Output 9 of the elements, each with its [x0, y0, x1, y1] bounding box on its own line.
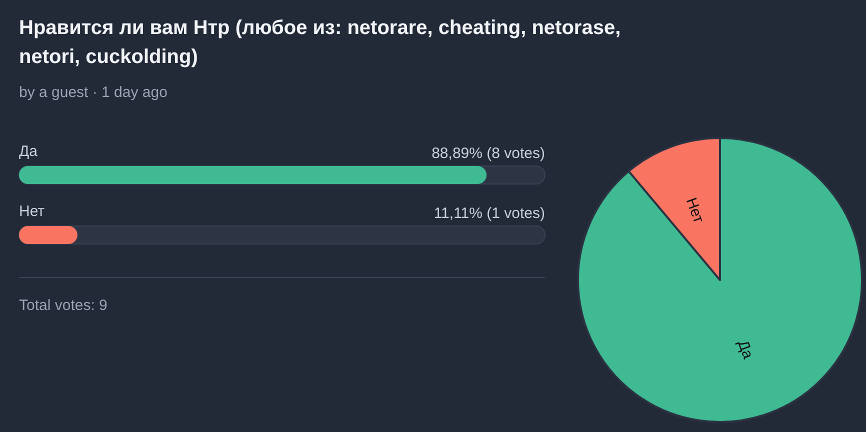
data-label: 88,89% (8 votes) [432, 145, 545, 162]
chart-subtitle: by a guest · 1 day ago [19, 84, 168, 101]
category-label: Нет [19, 203, 45, 220]
category-label: Да [19, 143, 38, 160]
slice-label: Нет [682, 196, 708, 226]
slice-label: Да [734, 338, 757, 362]
chart-title: Нравится ли вам Нтр (любое из: netorare, cheating, netorase, netori, cuckolding) [19, 16, 622, 70]
data-label: 11,11% (1 votes) [434, 205, 545, 222]
text: Total votes: 9 [19, 297, 108, 314]
